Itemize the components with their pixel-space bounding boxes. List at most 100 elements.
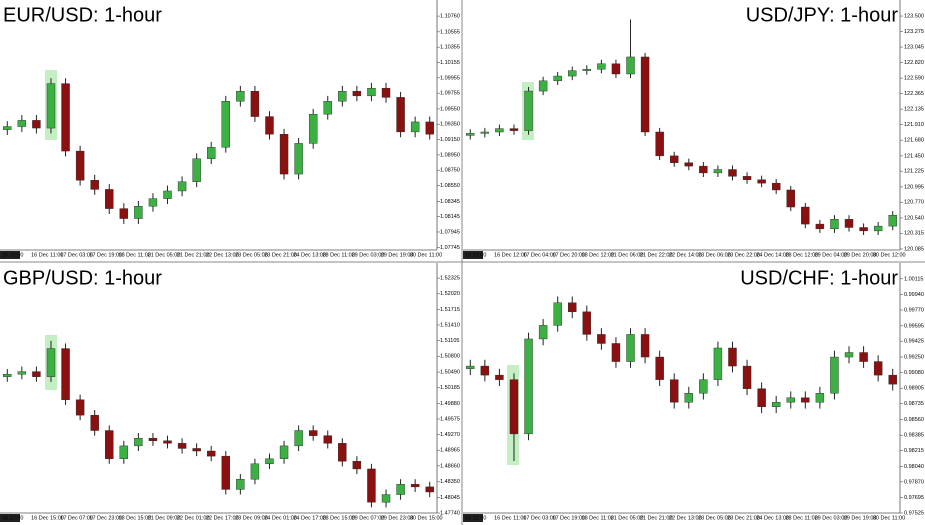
candle-body: [815, 392, 825, 403]
candle-body: [670, 155, 679, 163]
candle-body: [3, 126, 12, 130]
candle-body: [626, 334, 635, 362]
candle-body: [844, 352, 854, 358]
candle-body: [119, 208, 129, 219]
candle-body: [367, 468, 376, 503]
candle-body: [466, 365, 475, 369]
candle-body: [425, 486, 434, 493]
candle-body: [509, 128, 519, 131]
candle-body: [32, 371, 41, 377]
x-tick-label: 23 Dec 05:00: [698, 515, 731, 521]
y-tick-label: 123.500: [904, 13, 924, 19]
candle-body: [873, 361, 883, 376]
y-tick-label: 0.99250: [904, 354, 924, 360]
y-tick-label: 0.99080: [904, 370, 924, 376]
candle-body: [495, 128, 504, 133]
candle-body: [553, 302, 562, 326]
x-label-highlight: [463, 251, 483, 259]
candle-body: [381, 494, 391, 503]
candle-body: [801, 206, 810, 225]
y-tick-label: 120.085: [904, 246, 924, 252]
candle-body: [352, 461, 362, 470]
candle-body: [757, 179, 766, 184]
candle-body: [338, 443, 347, 462]
candle-body: [728, 169, 737, 177]
candle-body: [684, 162, 693, 167]
x-tick-label: 29 Dec 19:00: [844, 515, 877, 521]
y-tick-label: 1.51105: [440, 338, 459, 344]
candle-body: [134, 438, 143, 447]
y-tick-label: 1.09955: [440, 75, 460, 81]
candle-body: [279, 134, 289, 175]
candle-body: [713, 169, 723, 174]
x-tick-label: 23 Dec 06:00: [698, 252, 731, 258]
x-tick-label: 28 Dec 12:00: [785, 252, 818, 258]
candle-body: [308, 430, 318, 436]
y-tick-label: 123.275: [904, 29, 924, 35]
x-tick-label: 18 Dec 11:00: [582, 515, 614, 521]
candle-body: [801, 397, 810, 403]
candle-body: [611, 343, 621, 362]
x-tick-label: 21 Dec 22:00: [640, 252, 673, 258]
y-tick-label: 1.09550: [440, 106, 460, 112]
candle-body: [105, 430, 114, 459]
candle-body: [859, 352, 868, 362]
candle-body: [509, 379, 519, 435]
candle-body: [352, 91, 362, 97]
candle-body: [410, 121, 420, 133]
candle-body: [207, 450, 216, 457]
y-tick-label: 122.365: [904, 91, 924, 97]
x-tick-label: 17 Dec 07:00: [60, 515, 93, 521]
x-tick-label: 22 Dec 14:00: [669, 252, 702, 258]
y-tick-label: 1.48965: [440, 448, 460, 454]
candle-body: [75, 399, 85, 416]
y-tick-label: 1.51715: [440, 307, 460, 313]
y-tick-label: 1.08345: [440, 199, 460, 205]
candle-body: [786, 189, 795, 208]
candle-body: [308, 114, 318, 144]
x-tick-label: 15 22:00: [2, 252, 23, 258]
candle-body: [323, 101, 332, 115]
candle-body: [568, 70, 577, 77]
y-tick-label: 1.49575: [440, 416, 460, 422]
x-tick-label: 23 Dec 21:00: [727, 515, 760, 521]
y-tick-label: 1.08550: [440, 183, 460, 189]
y-tick-label: 120.315: [904, 231, 924, 237]
candle-body: [221, 101, 230, 148]
candle-body: [611, 63, 621, 75]
x-tick-label: 16 Dec 11:00: [494, 515, 526, 521]
y-tick-label: 0.98735: [904, 401, 924, 407]
y-tick-label: 120.770: [904, 200, 924, 206]
candle-body: [177, 181, 187, 192]
candle-body: [830, 219, 839, 230]
y-tick-label: 120.540: [904, 215, 924, 221]
candle-body: [338, 91, 347, 102]
candle-body: [46, 348, 56, 377]
candle-body: [524, 338, 533, 435]
y-tick-label: 1.48045: [440, 495, 460, 501]
x-tick-label: 23 Dec 05:00: [235, 252, 268, 258]
y-tick-label: 1.47740: [440, 510, 460, 516]
candle-body: [771, 182, 781, 191]
y-tick-label: 1.51410: [440, 322, 460, 328]
candle-body: [538, 325, 548, 340]
candle-body: [323, 435, 332, 444]
y-tick-label: 0.99425: [904, 339, 924, 345]
x-tick-label: 23 Dec 09:00: [235, 515, 268, 521]
candle-body: [553, 75, 562, 82]
x-tick-label: 17 Dec 19:00: [89, 252, 122, 258]
x-tick-label: 29 Dec 19:00: [381, 252, 414, 258]
x-tick-label: 28 Dec 11:00: [785, 515, 817, 521]
y-tick-label: 0.99940: [904, 292, 924, 298]
y-tick-label: 1.08145: [440, 214, 460, 220]
x-tick-label: 29 Dec 04:00: [815, 252, 848, 258]
candle-body: [250, 91, 260, 117]
candle-body: [888, 374, 897, 385]
y-tick-label: 1.07745: [440, 245, 460, 251]
candle-body: [480, 365, 490, 376]
y-tick-label: 0.98560: [904, 417, 924, 423]
candle-body: [119, 445, 129, 459]
x-tick-label: 24 Dec 13:00: [293, 252, 326, 258]
candle-body: [90, 414, 99, 431]
candle-body: [757, 388, 766, 407]
